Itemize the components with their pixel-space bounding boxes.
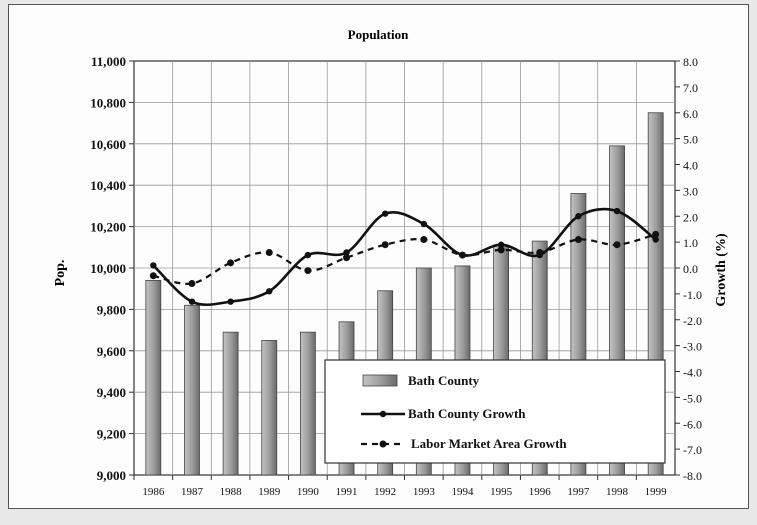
- bar-bath-county: [222, 331, 239, 476]
- x-tick-label: 1986: [142, 486, 165, 498]
- x-tick-label: 1992: [374, 486, 396, 498]
- point-bath-county-growth: [381, 210, 389, 217]
- y-tick-label: 11,000: [91, 54, 126, 69]
- x-tick-label: 1988: [220, 486, 243, 498]
- bar-bath-county: [184, 304, 200, 476]
- y2-tick-label: -8.0: [683, 469, 702, 483]
- legend-swatch-marker: [379, 410, 387, 418]
- x-tick-label: 1997: [567, 486, 590, 498]
- x-tick-label: 1999: [645, 486, 668, 498]
- y2-tick-label: 8.0: [683, 55, 698, 69]
- x-tick-label: 1990: [297, 486, 320, 498]
- point-labor-market-growth: [652, 230, 660, 238]
- y2-tick-label: -7.0: [683, 443, 702, 457]
- line-bath-county-growth: [152, 207, 657, 307]
- point-labor-market-growth: [574, 236, 582, 244]
- x-tick-label: 1987: [181, 486, 204, 498]
- y-tick-label: 10,600: [90, 137, 126, 152]
- x-tick-label: 1989: [258, 486, 281, 498]
- y-tick-label: 10,800: [90, 95, 126, 110]
- y-axis-label: Pop.: [53, 260, 68, 287]
- y2-axis-label: Growth (%): [714, 233, 729, 307]
- y2-tick-label: 4.0: [683, 159, 698, 173]
- legend-label: Labor Market Area Growth: [411, 436, 567, 451]
- point-labor-market-growth: [227, 259, 235, 267]
- bar-bath-county: [261, 340, 278, 476]
- point-bath-county-growth: [420, 220, 428, 228]
- y2-tick-label: 0.0: [683, 262, 698, 276]
- y2-tick-label: -3.0: [683, 340, 702, 354]
- y-tick-label: 9,000: [97, 468, 126, 483]
- point-labor-market-growth: [381, 241, 389, 249]
- population-chart: Population Pop. Growth (%) 9,000 9,200 9,4…: [53, 27, 729, 498]
- y2-tick-label: -4.0: [683, 366, 702, 380]
- point-bath-county-growth: [459, 251, 466, 259]
- point-bath-county-growth: [343, 249, 350, 256]
- x-tick-label: 1996: [529, 486, 552, 498]
- x-tick-label: 1995: [490, 486, 513, 498]
- chart-title: Population: [348, 27, 409, 42]
- point-bath-county-growth: [613, 207, 621, 215]
- y-tick-label: 10,200: [90, 220, 126, 235]
- bar-bath-county: [299, 331, 316, 476]
- point-bath-county-growth: [266, 288, 273, 295]
- point-bath-county-growth: [188, 298, 196, 305]
- point-labor-market-growth: [149, 272, 157, 280]
- legend-swatch-marker: [379, 440, 387, 448]
- point-bath-county-growth: [536, 251, 543, 259]
- y2-tick-label: -1.0: [683, 288, 702, 302]
- y-tick-label: 9,800: [97, 302, 126, 317]
- point-bath-county-growth: [227, 298, 234, 305]
- legend-label: Bath County: [408, 373, 480, 388]
- bar-bath-county: [145, 280, 162, 476]
- x-tick-label: 1991: [336, 486, 358, 498]
- point-labor-market-growth: [420, 236, 428, 244]
- y2-tick-label: -2.0: [683, 314, 702, 328]
- y2-tick-label: -6.0: [683, 417, 702, 431]
- point-labor-market-growth: [188, 280, 196, 288]
- y2-tick-label: 2.0: [683, 210, 698, 224]
- point-bath-county-growth: [497, 241, 505, 248]
- y2-tick-label: 7.0: [683, 81, 698, 95]
- y-tick-label: 9,400: [97, 385, 126, 400]
- y-tick-label: 9,600: [97, 344, 126, 359]
- point-bath-county-growth: [652, 236, 659, 243]
- point-labor-market-growth: [613, 241, 621, 249]
- point-labor-market-growth: [343, 254, 351, 262]
- chart-frame: Population Pop. Growth (%) 9,000 9,200 9,4…: [8, 4, 749, 509]
- y-tick-label: 10,000: [90, 261, 126, 276]
- y2-tick-label: 1.0: [683, 236, 698, 250]
- y2-tick-label: 6.0: [683, 107, 698, 121]
- point-bath-county-growth: [304, 251, 312, 259]
- x-tick-label: 1993: [413, 486, 436, 498]
- point-labor-market-growth: [497, 246, 505, 254]
- point-labor-market-growth: [304, 267, 312, 275]
- point-bath-county-growth: [575, 213, 582, 220]
- y-tick-label: 9,200: [97, 427, 126, 442]
- y-tick-label: 10,400: [90, 178, 126, 193]
- point-labor-market-growth: [265, 248, 273, 256]
- legend-swatch-bar: [362, 374, 398, 387]
- x-tick-label: 1994: [451, 486, 474, 498]
- x-tick-label: 1998: [606, 486, 629, 498]
- point-bath-county-growth: [150, 262, 157, 269]
- legend-label: Bath County Growth: [408, 406, 526, 421]
- y2-tick-label: 3.0: [683, 184, 698, 198]
- y2-tick-label: 5.0: [683, 133, 698, 147]
- y2-tick-label: -5.0: [683, 391, 702, 405]
